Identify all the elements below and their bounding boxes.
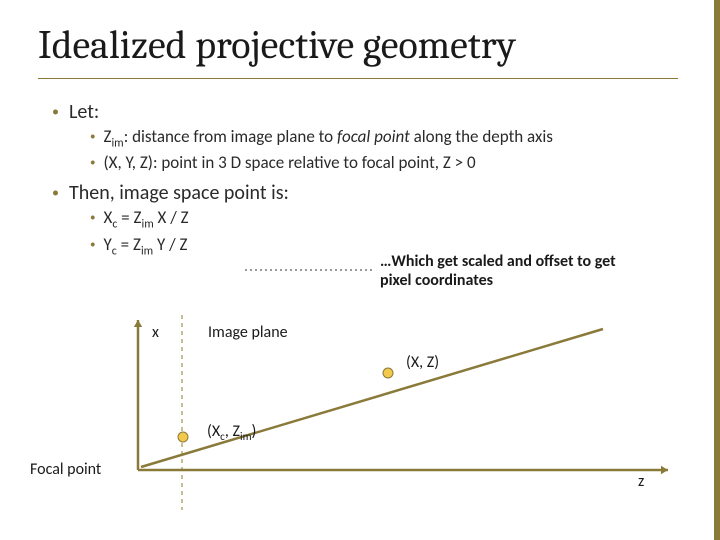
axis-label-x: x: [152, 323, 159, 342]
diagram-svg: [38, 315, 678, 515]
bullet-then: •Then, image space point is:: [52, 181, 678, 205]
bullet-zim: •Zim: distance from image plane to focal…: [90, 126, 678, 150]
content: •Let: •Zim: distance from image plane to…: [38, 100, 678, 260]
label-xz: (X, Z): [406, 353, 439, 372]
scale-note: …Which get scaled and offset to get pixe…: [380, 252, 640, 290]
title-underline: [38, 78, 678, 79]
accent-bar: [714, 0, 720, 540]
bullet-eq1: •Xc = Zim X / Z: [90, 207, 678, 231]
label-xc-zim: (Xc, Zim): [207, 422, 256, 444]
diagram: x Image plane (X, Z) (Xc, Zim) Focal poi…: [38, 315, 678, 515]
bullet-icon: •: [90, 211, 95, 224]
bullet-icon: •: [90, 156, 95, 169]
bullet-icon: •: [90, 130, 95, 143]
bullet-icon: •: [52, 103, 59, 120]
bullet-icon: •: [52, 184, 59, 201]
axis-label-z: z: [638, 472, 644, 491]
label-focal-point: Focal point: [30, 460, 101, 479]
label-image-plane: Image plane: [208, 323, 288, 342]
bullet-icon: •: [90, 238, 95, 251]
bullet-let: •Let:: [52, 100, 678, 124]
slide-title: Idealized projective geometry: [38, 22, 516, 68]
bullet-xyz: •(X, Y, Z): point in 3 D space relative …: [90, 152, 678, 173]
slide: Idealized projective geometry •Let: •Zim…: [0, 0, 720, 540]
